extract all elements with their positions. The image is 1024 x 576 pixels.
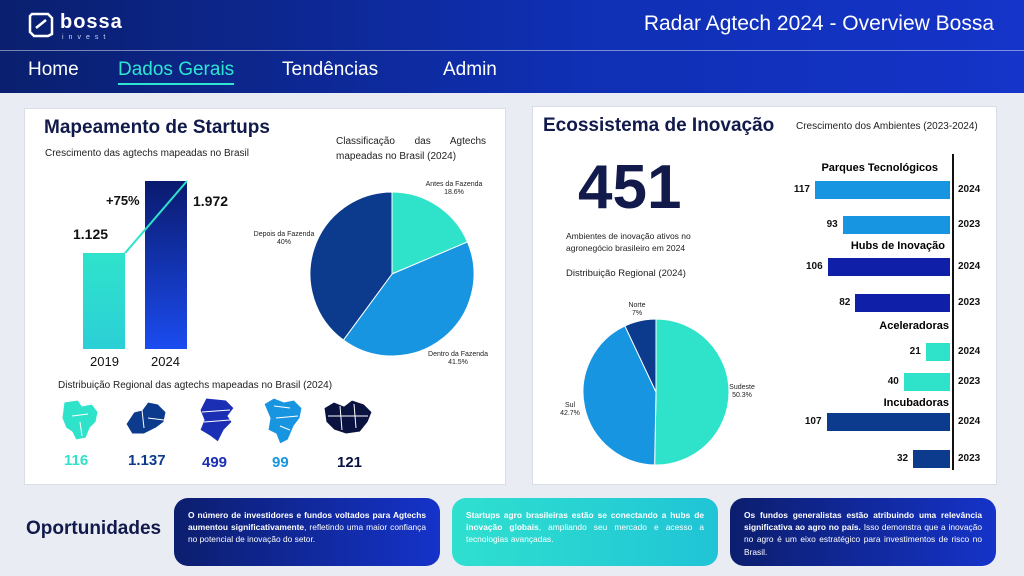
region-value-sul: 499	[202, 454, 228, 471]
growth-change: +75%	[106, 193, 140, 208]
group-title-aceleradoras: Aceleradoras	[879, 320, 949, 332]
big-number-caption: Ambientes de inovação ativos no agronegó…	[566, 231, 691, 253]
header-divider	[0, 50, 1024, 51]
hbar-value-0-2023: 93	[826, 219, 838, 230]
hbar-year-1-2023: 2023	[958, 297, 981, 308]
hbar-year-0-2024: 2024	[958, 184, 981, 195]
opportunity-card-2: Startups agro brasileiras estão se conec…	[452, 498, 718, 566]
hbar-value-3-2024: 107	[804, 416, 822, 427]
growth-value-2019: 1.125	[73, 226, 109, 243]
classification-title: Classificação das Agtechs mapeadas no Br…	[336, 136, 486, 162]
hbar-3-2023	[913, 450, 950, 468]
growth-year-2024: 2024	[151, 354, 180, 369]
pie-label-sudeste: Sudeste 50.3%	[729, 384, 755, 400]
big-number-451: 451	[578, 153, 682, 222]
header: bossa invest Radar Agtech 2024 - Overvie…	[0, 0, 1024, 93]
sul-map-icon	[199, 397, 235, 443]
pie-slice-sul	[583, 325, 657, 465]
group-title-parques: Parques Tecnológicos	[821, 162, 938, 174]
norte-map-icon	[323, 399, 373, 435]
opportunity-card-3: Os fundos generalistas estão atribuindo …	[730, 498, 996, 566]
nav-admin[interactable]: Admin	[443, 59, 497, 80]
region-value-centro-oeste: 116	[64, 452, 89, 469]
opportunities-title: Oportunidades	[26, 518, 162, 539]
pie-label-antes: Antes da Fazenda 18.6%	[425, 181, 483, 197]
hbar-year-2-2023: 2023	[958, 376, 981, 387]
hbar-axis	[952, 154, 954, 470]
hbar-0-2024	[815, 181, 950, 199]
hbar-year-3-2024: 2024	[958, 416, 981, 427]
opportunity-card-1: O número de investidores e fundos voltad…	[174, 498, 440, 566]
pie-slice-norte	[624, 319, 657, 393]
region-value-norte: 121	[337, 454, 363, 471]
growth-value-2024: 1.972	[193, 193, 229, 209]
hbar-2-2023	[903, 373, 950, 391]
hbar-year-0-2023: 2023	[958, 219, 981, 230]
bossa-logo[interactable]: bossa invest	[28, 11, 178, 42]
group-title-hubs: Hubs de Inovação	[850, 240, 945, 252]
growth-year-2019: 2019	[90, 354, 119, 369]
hbar-0-2023	[842, 216, 950, 234]
pie-label-depois: Depois da Fazenda 40%	[253, 231, 315, 247]
pie-slice-dentro	[342, 241, 474, 356]
hbar-value-1-2024: 106	[806, 261, 823, 272]
hbar-2-2024	[925, 343, 950, 361]
hbar-value-2-2023: 40	[887, 376, 899, 387]
classification-pie-chart	[310, 192, 474, 356]
growth-ambientes-title: Crescimento dos Ambientes (2023-2024)	[796, 121, 978, 132]
pie-label-norte: Norte 7%	[628, 302, 646, 318]
hbar-value-3-2023: 32	[896, 453, 909, 464]
bossa-logo-icon	[28, 12, 54, 38]
nav-tendencias[interactable]: Tendências	[282, 59, 379, 80]
hbar-1-2024	[827, 258, 950, 276]
pie-slice-sudeste	[654, 319, 729, 465]
growth-bar-2024	[145, 181, 187, 349]
regional-ecosystem-title: Distribuição Regional (2024)	[566, 268, 686, 279]
hbar-value-0-2024: 117	[793, 184, 810, 195]
centro-oeste-map-icon	[61, 399, 99, 441]
hbar-year-2-2024: 2024	[958, 346, 981, 357]
hbar-value-2-2024: 21	[909, 346, 921, 357]
startups-title: Mapeamento de Startups	[44, 117, 270, 138]
hbar-year-1-2024: 2024	[958, 261, 981, 272]
hbar-year-3-2023: 2023	[958, 453, 981, 464]
hbar-value-1-2023: 82	[839, 297, 851, 308]
pie-slice-antes	[391, 192, 469, 275]
sudeste-map-icon	[125, 401, 167, 435]
regional-title: Distribuição Regional das agtechs mapead…	[58, 380, 333, 391]
hbar-1-2023	[855, 294, 950, 312]
pie-label-dentro: Dentro da Fazenda 41.5%	[428, 351, 488, 367]
nav-home[interactable]: Home	[28, 59, 79, 80]
region-value-nordeste: 99	[272, 454, 289, 471]
regional-ecosystem-pie-chart	[583, 319, 729, 465]
group-title-incubadoras: Incubadoras	[883, 397, 949, 409]
ecosystem-title: Ecossistema de Inovação	[543, 115, 775, 136]
pie-label-sul: Sul 42.7%	[560, 402, 580, 418]
logo-wordmark: bossa	[60, 11, 123, 33]
nordeste-map-icon	[263, 397, 303, 445]
region-value-sudeste: 1.137	[128, 452, 166, 469]
logo-subtitle: invest	[62, 34, 111, 41]
page-title: Radar Agtech 2024 - Overview Bossa	[643, 12, 994, 35]
hbar-3-2024	[826, 413, 950, 431]
growth-subtitle: Crescimento das agtechs mapeadas no Bras…	[45, 148, 249, 159]
pie-slice-depois	[310, 192, 393, 341]
growth-bar-2019	[83, 253, 125, 349]
nav-dados-gerais[interactable]: Dados Gerais	[118, 59, 235, 85]
